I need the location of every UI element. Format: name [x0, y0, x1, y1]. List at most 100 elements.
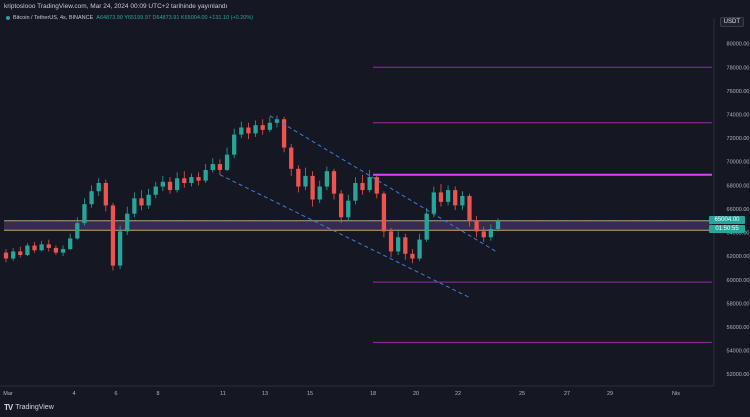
- price-tick-label: 66000.00: [727, 207, 750, 213]
- candle-body: [367, 177, 372, 191]
- current-price-label: 65004.00: [709, 215, 745, 224]
- candle-body: [46, 244, 51, 248]
- tradingview-logo-icon: TV: [4, 403, 13, 412]
- price-tick-label: 76000.00: [727, 89, 750, 95]
- price-tick-label: 56000.00: [727, 325, 750, 331]
- candle-body: [353, 182, 358, 201]
- tradingview-logo-text: TradingView: [15, 404, 54, 411]
- time-tick-label: 29: [607, 391, 613, 397]
- candle-body: [445, 190, 451, 202]
- candle-body: [53, 247, 59, 253]
- candle-body: [18, 251, 23, 255]
- candle-body: [210, 164, 215, 170]
- candle-body: [174, 178, 180, 191]
- candle-body: [203, 170, 208, 181]
- candle-body: [153, 186, 158, 195]
- candle-body: [117, 231, 123, 266]
- time-tick-label: 22: [455, 391, 461, 397]
- candle-body: [453, 190, 458, 206]
- price-tick-label: 80000.00: [727, 42, 750, 48]
- candle-body: [39, 244, 44, 251]
- candle-body: [10, 251, 16, 259]
- price-tick-label: 58000.00: [727, 301, 750, 307]
- price-tick-label: 70000.00: [727, 160, 750, 166]
- candle-body: [417, 239, 422, 259]
- candle-body: [289, 147, 294, 169]
- price-tick-label: 60000.00: [727, 278, 750, 284]
- candle-body: [324, 171, 330, 187]
- candle-body: [460, 195, 465, 206]
- candle-body: [438, 192, 444, 202]
- candle-body: [217, 164, 223, 170]
- candle-body: [360, 182, 365, 191]
- candle-body: [125, 213, 130, 232]
- candle-body: [68, 238, 73, 250]
- candle-body: [481, 231, 486, 238]
- candle-body: [96, 182, 101, 192]
- candle-body: [167, 181, 173, 191]
- candle-body: [232, 134, 237, 155]
- candle-body: [424, 213, 429, 240]
- candle-body: [495, 220, 501, 230]
- candle-body: [474, 220, 479, 232]
- candle-body: [488, 229, 494, 238]
- time-tick-label: 18: [370, 391, 376, 397]
- candle-body: [60, 249, 66, 253]
- candle-body: [25, 245, 30, 255]
- currency-button[interactable]: USDT: [719, 17, 744, 27]
- candle-body: [224, 154, 230, 170]
- price-tick-label: 68000.00: [727, 183, 750, 189]
- candle-body: [267, 122, 272, 130]
- channel-upper-line: [269, 115, 499, 254]
- candle-body: [3, 252, 9, 259]
- price-tick-label: 74000.00: [727, 113, 750, 119]
- time-tick-label: 27: [564, 391, 570, 397]
- price-tick-label: 64000.00: [727, 231, 750, 237]
- candle-body: [303, 175, 308, 187]
- candle-body: [182, 178, 187, 183]
- candle-body: [338, 193, 344, 218]
- candle-body: [331, 171, 337, 194]
- time-tick-label: 25: [519, 391, 525, 397]
- candle-body: [467, 195, 472, 221]
- symbol-legend: Bitcoin / TetherUS, 4s, BINANCE A64873.9…: [6, 15, 253, 21]
- live-dot-icon: [6, 16, 10, 20]
- channel-lower-line: [219, 174, 470, 298]
- price-tick-label: 78000.00: [727, 65, 750, 71]
- candle-body: [75, 223, 80, 239]
- candle-body: [410, 253, 415, 259]
- ohlc-values: A64873.90 Y65199.97 D64873.91 K65004.00 …: [96, 15, 254, 21]
- time-tick-label: 6: [114, 391, 117, 397]
- price-tick-label: 72000.00: [727, 136, 750, 142]
- candle-body: [388, 231, 394, 252]
- candle-body: [346, 200, 351, 218]
- time-tick-label: 4: [72, 391, 75, 397]
- candle-body: [317, 186, 322, 200]
- support-zone: [4, 220, 712, 231]
- candle-body: [253, 125, 258, 134]
- time-tick-label: 15: [307, 391, 313, 397]
- candle-body: [82, 204, 87, 224]
- candle-body: [431, 192, 436, 214]
- time-tick-label: 8: [156, 391, 159, 397]
- candle-body: [160, 181, 166, 187]
- price-tick-label: 52000.00: [727, 372, 750, 378]
- candle-body: [296, 168, 301, 187]
- candle-body: [89, 191, 94, 205]
- tradingview-logo: TV TradingView: [4, 403, 54, 412]
- candle-body: [246, 127, 251, 134]
- candle-body: [381, 193, 387, 232]
- candle-body: [132, 198, 137, 214]
- candle-body: [239, 127, 244, 135]
- candle-body: [260, 125, 265, 130]
- price-tick-label: 62000.00: [727, 254, 750, 260]
- time-tick-label: Mar: [3, 391, 13, 397]
- time-tick-label: 20: [413, 391, 419, 397]
- candle-body: [189, 177, 194, 183]
- candle-body: [374, 177, 379, 194]
- bar-countdown-label: 01:50:55: [709, 224, 745, 233]
- symbol-title[interactable]: Bitcoin / TetherUS, 4s, BINANCE: [13, 15, 94, 21]
- candle-body: [274, 119, 280, 123]
